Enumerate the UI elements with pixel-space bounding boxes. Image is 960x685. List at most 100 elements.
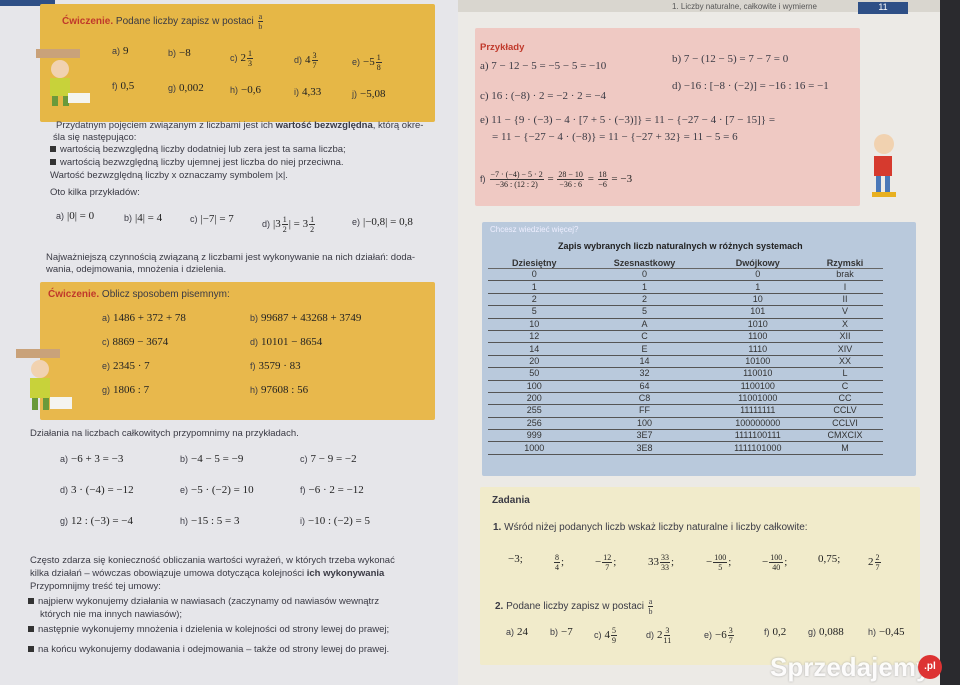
item-expression: 7 − 9 = −2 — [311, 453, 357, 465]
bullet-item: wartością bezwzględną liczby ujemnej jes… — [50, 157, 344, 168]
item-expression: 8 4; — [553, 553, 564, 572]
table-cell: L — [807, 367, 883, 381]
table-cell: 11111111 — [708, 404, 808, 418]
numerator: 3 — [311, 51, 318, 61]
table-header: Rzymski — [807, 258, 883, 269]
exercise1-heading: Ćwiczenie. Podane liczby zapisz w postac… — [62, 12, 264, 31]
numerator: 8 — [554, 553, 560, 563]
cartoon-boy-with-books-icon — [16, 349, 72, 410]
page-number: 11 — [858, 2, 908, 14]
expr-text: ; — [728, 556, 732, 569]
expr-text: − — [762, 556, 769, 569]
item-label: g) — [808, 627, 817, 637]
math-item: a) 9 — [112, 45, 129, 57]
item-label: b) — [168, 48, 177, 58]
exercise1-text: Podane liczby zapisz w postaci — [115, 16, 254, 28]
table-cell: 32 — [580, 367, 709, 381]
item-expression: 0,002 — [179, 82, 204, 94]
math-item: j) −5,08 — [352, 88, 385, 100]
math-item: c) 7 − 9 = −2 — [300, 453, 357, 465]
item-label: d) — [262, 218, 271, 229]
math-item: c) 2 1 3 — [230, 49, 254, 68]
abs-symbol-text: Wartość bezwzględną liczby x oznaczamy s… — [50, 170, 288, 181]
item-label: e) — [180, 485, 189, 495]
item-expression: 0,088 — [819, 626, 844, 638]
example-e: e) 11 − {9 · (−3) − 4 · [7 + 5 · (−3)]} … — [480, 114, 776, 126]
example-a: a) 7 − 12 − 5 = −5 − 5 = −10 — [480, 60, 607, 72]
item-label: a) — [506, 627, 515, 637]
expr-text: 2 — [240, 52, 247, 65]
expr-text: ; — [613, 556, 617, 569]
item-label: c) — [300, 454, 308, 464]
item-expression: 0,75; — [818, 553, 840, 565]
item-label: b) — [180, 454, 189, 464]
left-page-number-strip — [0, 0, 55, 6]
table-cell: I — [807, 280, 883, 294]
bullet-item-continued: których nie ma innych nawiasów); — [40, 609, 183, 620]
item-label: d) — [646, 630, 655, 641]
integers-intro: Działania na liczbach całkowitych przypo… — [30, 428, 299, 439]
fraction: 3 11 — [664, 626, 672, 645]
expr-text: 7 − 9 = −2 — [310, 453, 357, 465]
denominator: −6 — [598, 180, 607, 189]
table-cell: 200 — [488, 392, 581, 406]
table-cell: 2 — [488, 293, 581, 307]
table-header: Dziesiętny — [488, 258, 581, 269]
math-item: i) −10 : (−2) = 5 — [300, 515, 370, 527]
table-row: 50 32 110010 L — [488, 367, 883, 381]
item-expression: −7 — [561, 626, 573, 638]
expr-text: = — [584, 173, 597, 186]
denominator: 2 — [282, 224, 287, 234]
expr-text: −5,08 — [360, 88, 386, 100]
denominator: 2 — [310, 224, 315, 234]
bullet-item: najpierw wykonujemy działania w nawiasac… — [28, 596, 379, 607]
item-expression: −10 : (−2) = 5 — [308, 515, 370, 527]
item-label: g) — [60, 516, 69, 526]
ops-paragraph: Najważniejszą czynnością związaną z licz… — [46, 252, 416, 263]
table-cell: brak — [807, 268, 883, 282]
math-item: d) 10101 − 8654 — [250, 336, 322, 348]
table-cell: 100 — [580, 417, 709, 431]
fraction: 33 33 — [660, 553, 670, 572]
item-expression: 0,2 — [773, 626, 787, 638]
item-label: h) — [250, 385, 259, 395]
expr-text: −5 — [363, 56, 375, 69]
numerator: −7 · (−4) − 5 · 2 — [489, 170, 544, 180]
item-label: b) — [250, 313, 259, 323]
denominator: 7 — [875, 563, 880, 572]
item-expression: 24 — [517, 626, 528, 638]
item-expression: −5 · (−2) = 10 — [191, 484, 254, 496]
table-cell: E — [580, 342, 709, 356]
bullet-item: wartością bezwzględną liczby dodatniej l… — [50, 144, 346, 155]
expr-text: 10101 − 8654 — [261, 336, 323, 348]
header-strip — [458, 0, 940, 12]
abs-text-part: , którą okre- — [372, 120, 424, 131]
exercise2-box — [40, 282, 435, 420]
math-item: a) 24 — [506, 626, 528, 638]
expr-text: |−0,8| = 0,8 — [363, 216, 413, 228]
expr-text: 97608 : 56 — [261, 384, 309, 396]
expr-text: 0,088 — [819, 626, 844, 638]
item-expression: 1486 + 372 + 78 — [113, 312, 186, 324]
item-expression: 97608 : 56 — [261, 384, 308, 396]
table-row: 256 100 100000000 CCLVI — [488, 417, 883, 431]
table-cell: 10 — [708, 293, 808, 307]
table-cell: 1010 — [708, 318, 808, 331]
table-cell: 10 — [488, 318, 581, 331]
numerator: 3 — [727, 626, 734, 636]
examples-title: Przykłady — [480, 42, 525, 53]
denominator: 4 — [555, 563, 559, 572]
numerator: 12 — [602, 553, 613, 563]
table-title: Zapis wybranych liczb naturalnych w różn… — [558, 241, 803, 251]
item-expression: −100 5; — [706, 553, 732, 572]
expr-text: |0| = 0 — [67, 210, 95, 222]
table-row: 20 14 10100 XX — [488, 355, 883, 369]
expr-text: 24 — [517, 626, 529, 638]
expr-text: −8 — [179, 47, 191, 59]
tasks-title: Zadania — [492, 495, 530, 506]
math-item: 33 33 33; — [648, 553, 674, 572]
ops-paragraph-line: wania, odejmowania, mnożenia i dzielenia… — [46, 264, 227, 275]
math-item: b) −8 — [168, 47, 191, 59]
math-item: g) 0,002 — [168, 82, 204, 94]
expr-text: −6 · 2 = −12 — [308, 484, 364, 496]
